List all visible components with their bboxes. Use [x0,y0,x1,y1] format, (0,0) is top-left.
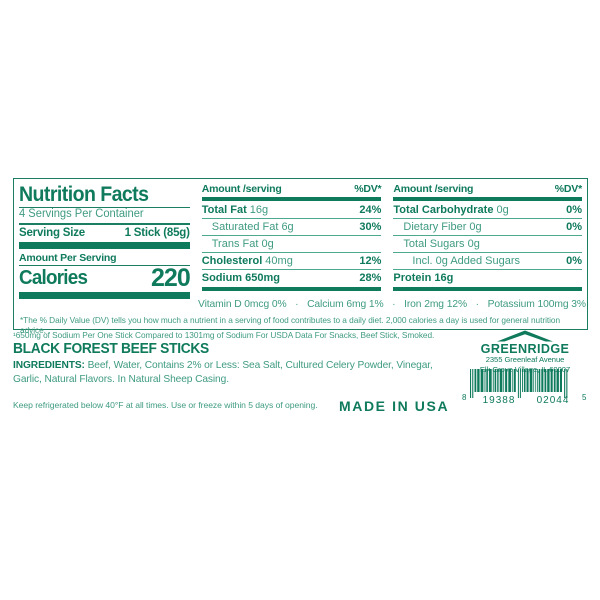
nutrient-daily-value: 28% [359,271,382,284]
ingredients-label: INGREDIENTS: [13,360,85,371]
barcode-group-2: 02044 [536,395,570,406]
right-bottom-bar [393,287,582,291]
micronutrient-item: Potassium 100mg 3% [487,299,586,310]
nutrient-row: Total Carbohydrate 0g 0% [393,202,582,218]
nutrition-middle-column: Amount /serving %DV* Total Fat 16g 24% Sat… [196,183,388,326]
middle-column-header: Amount /serving %DV* [202,183,382,196]
barcode-left-digit: 8 [462,393,467,402]
nutrient-row: Protein 16g [393,269,582,286]
right-nutrient-rows: Total Carbohydrate 0g 0% Dietary Fiber 0g 0… [393,202,582,286]
calories-value: 220 [151,263,191,292]
product-title: BLACK FOREST BEEF STICKS [13,341,209,357]
right-column-header: Amount /serving %DV* [393,183,582,196]
amount-per-serving-label: Amount Per Serving [19,251,117,264]
nutrient-row: Total Fat 16g 24% [202,202,382,218]
nutrition-facts-panel: Nutrition Facts 4 Servings Per Container… [13,178,588,330]
nutrition-right-column: Amount /serving %DV* Total Carbohydrate … [387,183,582,326]
nutrient-name: Dietary Fiber 0g [403,220,482,233]
storage-instructions: Keep refrigerated below 40°F at all time… [13,400,318,410]
nutrient-name: Incl. 0g Added Sugars [412,254,521,267]
nutrient-daily-value: 24% [359,203,382,216]
right-amount-header: Amount /serving [393,183,474,195]
nutrient-name: Sodium 650mg [201,271,280,284]
micronutrient-item: Calcium 6mg 1% [307,299,384,310]
micronutrients-row: Vitamin D 0mcg 0% · Calcium 6mg 1% · Iron 2m… [198,299,586,310]
nutrition-left-column: Nutrition Facts 4 Servings Per Container… [19,183,196,326]
nutrient-row: Incl. 0g Added Sugars 0% [393,252,582,269]
calories-label: Calories [19,267,88,290]
nutrient-daily-value: 0% [566,254,582,267]
middle-header-bar [201,197,382,201]
made-in-usa-text: MADE IN USA [339,398,450,414]
upc-barcode: 8 19388 02044 5 [462,369,589,409]
mountain-roof-icon [497,330,553,342]
nutrient-row: Trans Fat 0g [201,235,382,252]
ingredients-block: INGREDIENTS: Beef, Water, Contains 2% or… [13,359,456,387]
barcode-group-1: 19388 [482,395,516,406]
servings-per-container: 4 Servings Per Container [19,208,144,220]
middle-dv-header: %DV* [354,183,382,195]
barcode-bars [470,369,568,398]
brand-name: GREENRIDGE [480,341,570,356]
sodium-comparison-footnote: ¹650mg of Sodium Per One Stick Compared … [13,330,435,340]
micronutrient-item: Iron 2mg 12% [404,299,467,310]
nutrient-row: Saturated Fat 6g 30% [201,218,382,235]
right-header-bar [393,197,582,201]
nutrient-daily-value: 0% [566,220,582,233]
nutrient-name: Saturated Fat 6g [211,220,294,233]
serving-size-divider-bar [19,242,190,250]
nutrition-facts-title: Nutrition Facts [19,183,149,206]
nutrient-row: Dietary Fiber 0g 0% [393,218,582,235]
micronutrient-item: Vitamin D 0mcg 0% [198,299,287,310]
nutrient-row: Total Sugars 0g [393,235,582,252]
micronutrient-separator: · [475,299,479,310]
nutrient-row: Sodium 650mg 28% [201,269,382,286]
nutrient-name: Trans Fat 0g [211,237,274,250]
brand-address-line-1: 2355 Greenleaf Avenue [485,355,565,364]
nutrient-daily-value: 30% [359,220,382,233]
micronutrient-separator: · [295,299,299,310]
serving-size-row: Serving Size 1 Stick (85g) [19,225,190,241]
calories-divider-bar [19,292,190,300]
serving-size-value: 1 Stick (85g) [124,226,190,239]
micronutrient-separator: · [392,299,396,310]
nutrient-daily-value: 12% [359,254,382,267]
middle-bottom-bar [201,287,382,291]
daily-value-footnote: *The % Daily Value (DV) tells you how mu… [20,315,561,335]
nutrient-name: Total Fat 16g [201,203,269,216]
barcode-center-digits: 19388 02044 [472,395,580,406]
right-dv-header: %DV* [554,183,582,195]
nutrient-row: Cholesterol 40mg 12% [201,252,382,269]
nutrient-name: Cholesterol 40mg [201,254,293,267]
calories-row: Calories 220 [19,263,191,292]
nutrient-name: Protein 16g [393,271,454,284]
nutrient-name: Total Sugars 0g [403,237,480,250]
nutrient-daily-value: 0% [566,203,582,216]
middle-nutrient-rows: Total Fat 16g 24% Saturated Fat 6g 30% Trans… [201,202,382,286]
serving-size-label: Serving Size [19,226,85,239]
nutrient-name: Total Carbohydrate 0g [393,203,509,216]
barcode-right-digit: 5 [582,393,587,402]
ingredients-text: Beef, Water, Contains 2% or Less: Sea Sa… [13,360,433,385]
middle-amount-header: Amount /serving [201,183,282,195]
